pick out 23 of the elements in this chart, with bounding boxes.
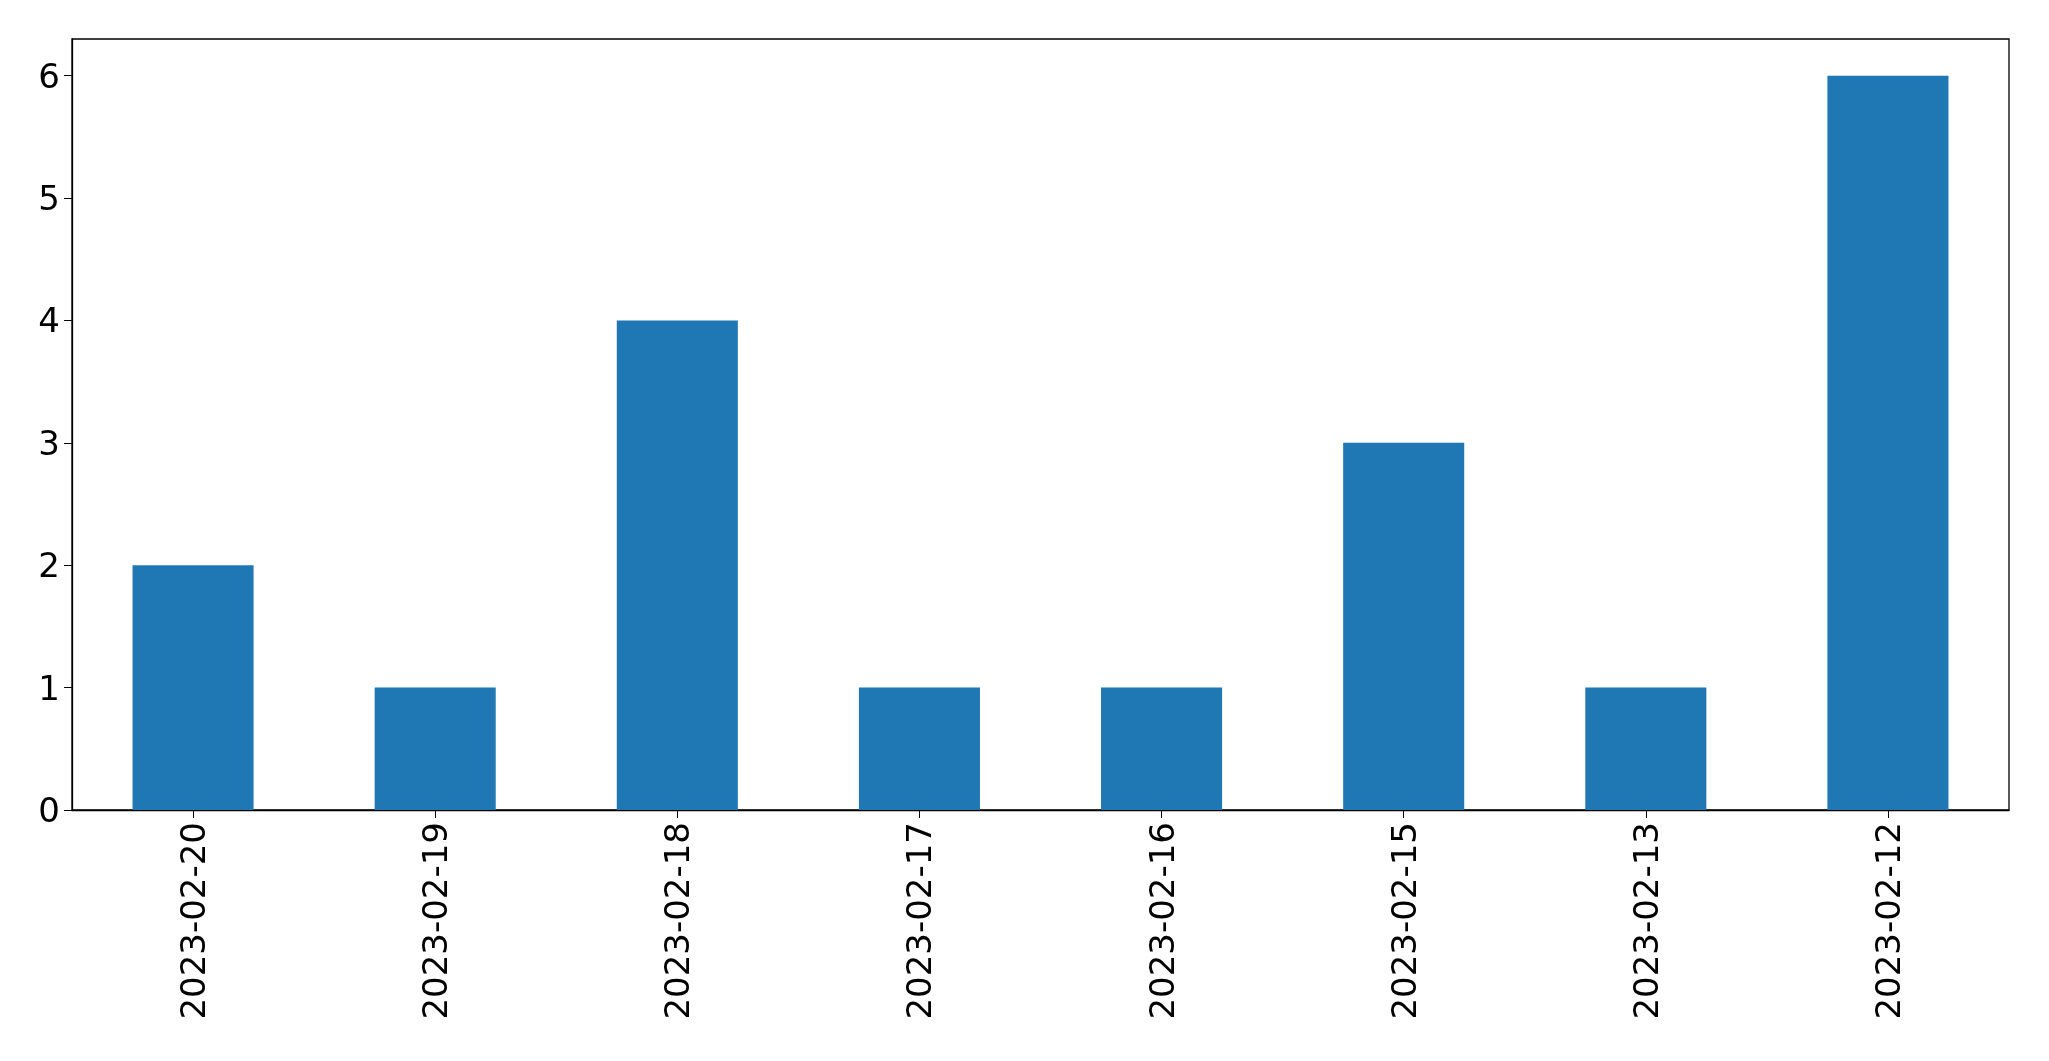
x-tick-label: 2023-02-13 (1625, 822, 1666, 1020)
y-tick-label: 6 (38, 55, 60, 96)
bar (1585, 687, 1707, 810)
x-tick-label: 2023-02-17 (899, 822, 940, 1020)
y-tick-label: 0 (38, 790, 60, 830)
bar (374, 687, 496, 810)
x-tick-label: 2023-02-19 (415, 822, 456, 1020)
y-tick-label: 4 (38, 300, 60, 341)
y-tick-label: 5 (38, 178, 60, 219)
x-tick-label: 2023-02-16 (1141, 822, 1182, 1020)
x-tick-label: 2023-02-15 (1383, 822, 1424, 1020)
bar (616, 320, 738, 810)
y-tick-label: 2 (38, 545, 60, 586)
bar (132, 565, 254, 810)
y-tick-label: 1 (38, 667, 60, 708)
x-tick-label: 2023-02-12 (1867, 822, 1908, 1020)
bar (1343, 442, 1465, 810)
bar (1101, 687, 1223, 810)
x-tick-label: 2023-02-18 (657, 822, 698, 1020)
y-tick-label: 3 (38, 422, 60, 463)
bar (858, 687, 980, 810)
bar (1827, 75, 1949, 810)
x-tick-label: 2023-02-20 (173, 822, 214, 1020)
